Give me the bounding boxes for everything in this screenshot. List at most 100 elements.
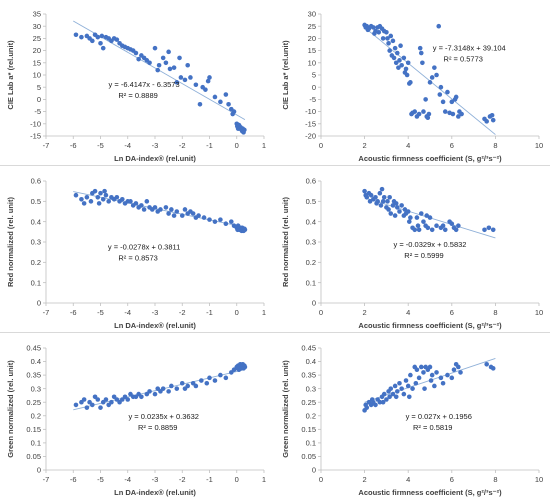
data-point [381, 194, 387, 200]
x-axis-title: Acoustic firmness coefficient (S, g²/³s⁻… [358, 321, 502, 330]
y-tick-label: 15 [308, 46, 316, 55]
y-tick-label: 0 [37, 466, 41, 475]
data-point [169, 207, 174, 212]
data-point [410, 386, 415, 391]
data-point [427, 364, 433, 370]
data-point [81, 201, 87, 206]
y-tick-label: 0.4 [306, 357, 316, 366]
data-point [381, 391, 387, 397]
x-tick-label: -2 [179, 475, 186, 484]
x-axis-title: Ln DA-index® (rel.unit) [114, 321, 196, 330]
y-tick-label: 0.2 [31, 258, 41, 267]
x-axis-title: Acoustic firmness coefficient (S, g²/³s⁻… [358, 154, 502, 163]
data-point [98, 405, 103, 410]
data-point [79, 34, 84, 40]
data-point [482, 227, 487, 233]
data-point [445, 89, 450, 95]
data-point [223, 92, 229, 97]
data-point [95, 194, 101, 200]
data-point [416, 375, 422, 381]
data-point [406, 219, 412, 224]
r-squared: R² = 0.5999 [404, 251, 443, 260]
chart-svg: 0 0.1 0.2 0.3 0.4 0.5 0.6 0 2 4 6 8 10 Acoustic firmn… [281, 177, 543, 330]
y-axis-title: Red normalized (rel. unit) [6, 196, 15, 287]
data-point [421, 370, 426, 375]
chart-red-vs-da-index: 0 0.1 0.2 0.3 0.4 0.5 0.6 -7 -6 -5 -4 -3 -2 -1 0 1 Ln DA… [2, 169, 274, 333]
y-tick-label: 0.25 [26, 398, 41, 407]
y-tick-label: 15 [33, 58, 41, 67]
data-point [166, 211, 171, 216]
data-point [185, 383, 190, 389]
data-point [114, 194, 120, 200]
data-point [218, 217, 223, 222]
data-point [103, 397, 109, 402]
data-point [426, 111, 432, 117]
x-axis-title: Ln DA-index® (rel.unit) [114, 488, 196, 497]
data-point [196, 213, 201, 218]
y-tick-label: 0.05 [301, 452, 316, 461]
y-tick-label: 35 [33, 10, 41, 19]
y-tick-label: 0.45 [26, 344, 41, 353]
x-tick-label: 10 [535, 308, 543, 317]
data-point [440, 99, 446, 105]
y-tick-label: 20 [308, 34, 316, 43]
data-point [425, 115, 431, 120]
x-tick-label: 0 [319, 141, 323, 150]
x-tick-label: 2 [363, 475, 367, 484]
data-point [396, 65, 401, 70]
data-point [378, 203, 384, 208]
y-tick-label: 0.3 [306, 384, 316, 393]
data-point [384, 30, 389, 35]
data-point [139, 203, 144, 208]
data-point [397, 58, 402, 63]
x-tick-label: 0 [235, 141, 239, 150]
y-tick-label: 0.35 [301, 371, 316, 380]
data-point [205, 78, 211, 84]
y-tick-label: -20 [305, 132, 316, 141]
y-tick-label: 0.2 [306, 411, 316, 420]
data-point [437, 92, 443, 97]
data-point [377, 190, 383, 196]
data-point [166, 49, 171, 55]
data-point [109, 399, 114, 405]
x-tick-label: -3 [152, 308, 159, 317]
data-point [412, 109, 418, 114]
data-point [438, 375, 444, 381]
x-tick-label: 6 [450, 475, 454, 484]
data-point [223, 375, 229, 381]
data-point [490, 117, 496, 123]
trend-equation: y = -0.0329x + 0.5832 [394, 240, 467, 249]
data-point [174, 209, 180, 214]
data-point [128, 199, 133, 204]
data-point [100, 197, 106, 202]
x-tick-label: 10 [535, 141, 543, 150]
data-point [158, 207, 163, 212]
x-tick-label: -7 [43, 475, 50, 484]
data-point [114, 37, 120, 42]
data-point [392, 383, 398, 389]
x-tick-label: -4 [124, 141, 131, 150]
y-tick-label: 0.3 [31, 238, 41, 247]
data-point [212, 94, 218, 100]
r-squared: R² = 0.8889 [118, 91, 157, 100]
y-tick-label: 0.05 [26, 452, 41, 461]
data-point [440, 380, 446, 386]
x-tick-label: -3 [152, 475, 159, 484]
data-point [429, 372, 435, 378]
data-point [156, 62, 162, 68]
data-point [133, 50, 139, 56]
data-point [380, 36, 386, 41]
data-point [453, 94, 459, 100]
data-point [174, 386, 180, 391]
x-tick-label: -5 [97, 141, 104, 150]
x-tick-label: 10 [535, 475, 543, 484]
data-point [459, 111, 464, 117]
x-tick-label: -7 [43, 141, 50, 150]
data-point [388, 211, 394, 216]
data-point [413, 380, 419, 386]
data-point [95, 34, 101, 40]
data-point [201, 215, 207, 220]
data-point [427, 80, 433, 85]
data-point [395, 50, 400, 56]
